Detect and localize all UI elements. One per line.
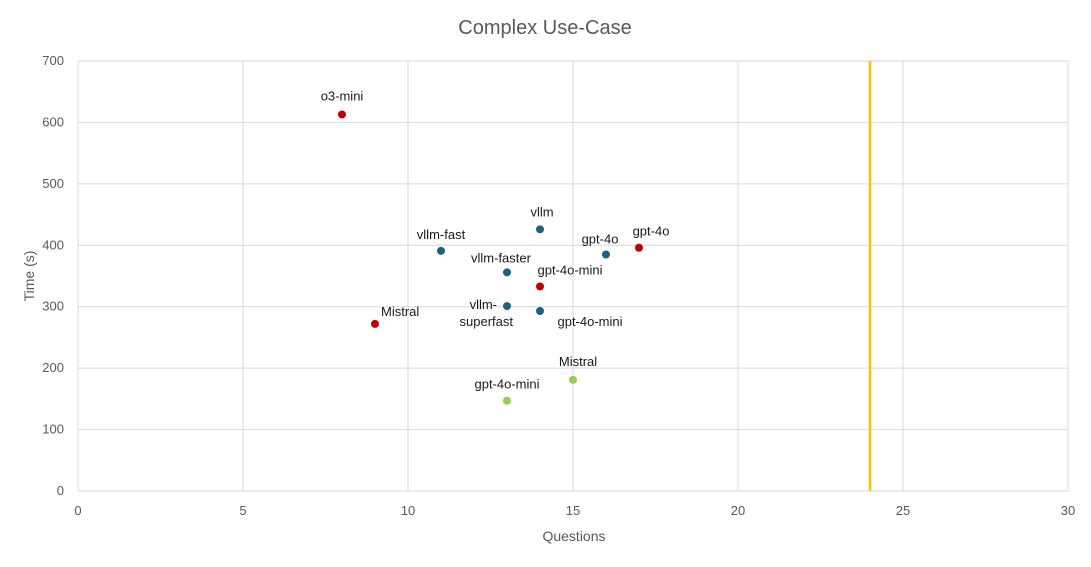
y-tick-label: 500 xyxy=(42,176,64,191)
data-point xyxy=(503,302,511,311)
data-label: gpt-4o-mini xyxy=(474,377,539,392)
x-tick-label: 20 xyxy=(731,503,745,518)
data-label: vllm-superfast xyxy=(460,297,514,329)
x-tick-label: 0 xyxy=(74,503,81,518)
x-tick-label: 30 xyxy=(1061,503,1075,518)
data-label: Mistral xyxy=(559,354,597,369)
data-label: Mistral xyxy=(381,304,419,319)
data-points: o3-mini Mistral gpt-4o-mini gpt-4o vllm-fast… xyxy=(321,88,670,405)
data-point xyxy=(503,396,511,405)
data-label: vllm-fast xyxy=(417,227,466,242)
data-label: o3-mini xyxy=(321,88,364,103)
data-label: gpt-4o xyxy=(633,224,670,239)
y-tick-label: 300 xyxy=(42,299,64,314)
y-tick-label: 600 xyxy=(42,114,64,129)
y-axis-label: Time (s) xyxy=(21,251,37,302)
data-label: vllm xyxy=(530,204,553,219)
data-point xyxy=(569,375,577,384)
x-tick-label: 10 xyxy=(401,503,415,518)
y-tick-label: 200 xyxy=(42,360,64,375)
y-tick-label: 700 xyxy=(42,53,64,68)
data-label: gpt-4o xyxy=(582,232,619,247)
y-tick-label: 100 xyxy=(42,422,64,437)
data-point xyxy=(338,110,346,119)
data-label: gpt-4o-mini xyxy=(557,314,622,329)
data-label: gpt-4o-mini xyxy=(537,262,602,277)
axis-ticks: 0 100 200 300 400 500 600 700 0 5 10 15 20 25 30 xyxy=(42,53,1075,518)
data-label: vllm-faster xyxy=(471,250,532,265)
data-point xyxy=(536,282,544,291)
x-tick-label: 15 xyxy=(566,503,580,518)
x-tick-label: 5 xyxy=(239,503,246,518)
chart-title: Complex Use-Case xyxy=(458,17,631,39)
data-point xyxy=(536,225,544,234)
y-tick-label: 400 xyxy=(42,237,64,252)
y-tick-label: 0 xyxy=(57,483,64,498)
data-point xyxy=(602,250,610,259)
data-point xyxy=(635,243,643,252)
data-point xyxy=(437,246,445,255)
x-tick-label: 25 xyxy=(896,503,910,518)
x-axis-label: Questions xyxy=(542,528,605,544)
grid xyxy=(77,60,1069,492)
data-point xyxy=(536,307,544,316)
data-point xyxy=(503,268,511,277)
data-point xyxy=(371,319,379,328)
